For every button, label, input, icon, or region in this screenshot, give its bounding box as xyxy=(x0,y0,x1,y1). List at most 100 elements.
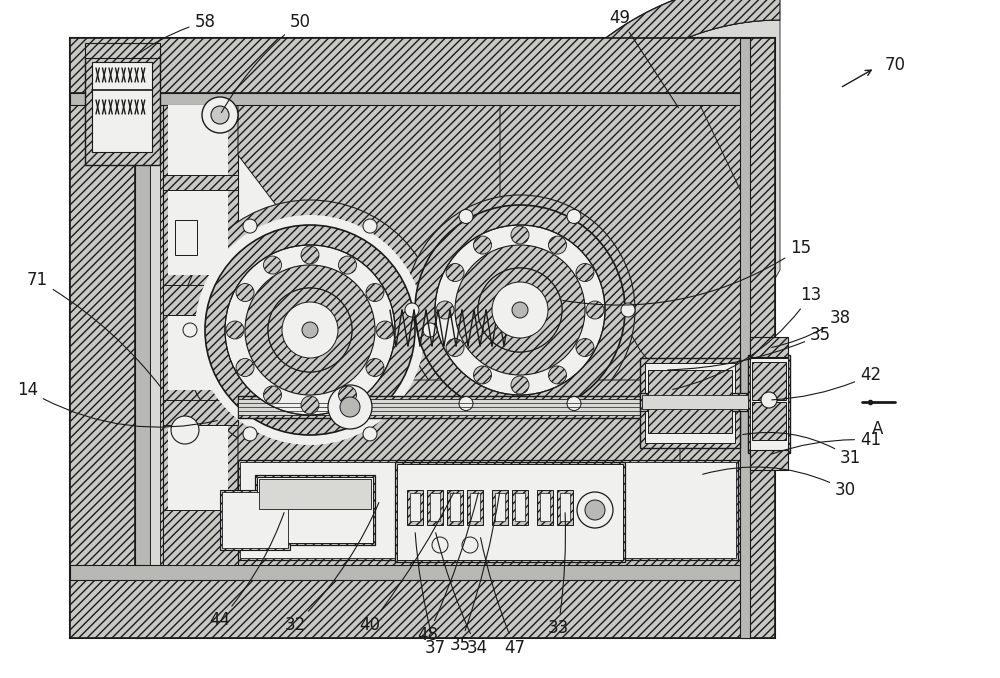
Bar xyxy=(255,475,375,545)
Bar xyxy=(750,450,788,470)
Circle shape xyxy=(301,246,319,264)
Circle shape xyxy=(478,268,562,352)
Circle shape xyxy=(455,245,585,375)
Circle shape xyxy=(338,256,356,274)
Circle shape xyxy=(243,219,257,233)
Circle shape xyxy=(405,303,419,317)
Polygon shape xyxy=(238,105,680,290)
Bar xyxy=(427,490,443,525)
Circle shape xyxy=(435,225,605,395)
Circle shape xyxy=(202,97,238,133)
Circle shape xyxy=(301,396,319,414)
Circle shape xyxy=(366,283,384,302)
Circle shape xyxy=(243,427,257,441)
Circle shape xyxy=(761,392,777,408)
Polygon shape xyxy=(500,105,745,400)
Bar xyxy=(168,420,228,520)
Text: 49: 49 xyxy=(610,9,678,108)
Circle shape xyxy=(432,537,448,553)
Circle shape xyxy=(268,288,352,372)
Bar xyxy=(397,464,623,560)
Text: 50: 50 xyxy=(221,13,310,113)
Circle shape xyxy=(459,210,473,224)
Bar xyxy=(748,355,790,453)
Bar xyxy=(150,38,160,638)
Bar xyxy=(512,490,528,525)
Circle shape xyxy=(415,205,625,415)
Circle shape xyxy=(576,338,594,357)
Circle shape xyxy=(621,303,635,317)
Circle shape xyxy=(195,215,425,445)
Text: A: A xyxy=(872,420,884,438)
Text: 14: 14 xyxy=(17,381,217,427)
Bar xyxy=(163,400,238,425)
Circle shape xyxy=(511,376,529,394)
Text: 47: 47 xyxy=(481,538,526,657)
Circle shape xyxy=(576,264,594,281)
Circle shape xyxy=(511,226,529,244)
Text: 35: 35 xyxy=(449,493,500,654)
Circle shape xyxy=(264,386,282,404)
Bar xyxy=(163,510,238,565)
Bar xyxy=(70,580,775,638)
Bar xyxy=(163,285,238,315)
Circle shape xyxy=(405,195,635,425)
Bar xyxy=(165,300,220,380)
Bar xyxy=(407,490,423,525)
Bar xyxy=(70,38,775,638)
Circle shape xyxy=(577,492,613,528)
Bar xyxy=(135,38,150,638)
Circle shape xyxy=(236,359,254,376)
Text: 34: 34 xyxy=(436,533,488,657)
Circle shape xyxy=(226,321,244,339)
Bar xyxy=(92,62,152,152)
Circle shape xyxy=(171,416,199,444)
Bar xyxy=(70,565,775,580)
Bar xyxy=(85,43,160,58)
Bar xyxy=(70,38,135,638)
Bar xyxy=(430,493,440,521)
Bar xyxy=(220,490,290,550)
Bar xyxy=(238,399,738,415)
Bar xyxy=(515,493,525,521)
Bar xyxy=(163,105,238,570)
Bar xyxy=(259,479,371,509)
Bar xyxy=(467,490,483,525)
Circle shape xyxy=(474,366,492,384)
Circle shape xyxy=(183,323,197,337)
Polygon shape xyxy=(530,20,780,487)
Bar xyxy=(540,493,550,521)
Circle shape xyxy=(512,302,528,318)
Bar xyxy=(648,370,732,400)
Bar xyxy=(640,358,740,448)
Circle shape xyxy=(492,282,548,338)
Text: 42: 42 xyxy=(772,366,881,400)
Circle shape xyxy=(363,427,377,441)
Circle shape xyxy=(478,268,562,352)
Circle shape xyxy=(567,210,581,224)
Circle shape xyxy=(340,397,360,417)
Circle shape xyxy=(586,301,604,319)
Circle shape xyxy=(205,225,415,435)
Bar xyxy=(410,493,420,521)
Text: 33: 33 xyxy=(547,513,569,637)
Bar xyxy=(750,358,788,450)
Bar xyxy=(750,38,775,638)
Circle shape xyxy=(423,323,437,337)
Bar xyxy=(168,105,228,175)
Text: 70: 70 xyxy=(885,56,906,74)
Bar xyxy=(470,493,480,521)
Text: 41: 41 xyxy=(772,431,881,454)
Bar xyxy=(740,38,750,638)
Circle shape xyxy=(302,322,318,338)
Polygon shape xyxy=(490,0,780,521)
Bar xyxy=(165,180,220,260)
Text: 71: 71 xyxy=(27,271,161,388)
Circle shape xyxy=(363,219,377,233)
Text: 38: 38 xyxy=(772,309,851,347)
Circle shape xyxy=(567,397,581,411)
Bar xyxy=(395,462,625,562)
Circle shape xyxy=(268,288,352,372)
Bar xyxy=(165,410,220,530)
Circle shape xyxy=(211,106,229,124)
